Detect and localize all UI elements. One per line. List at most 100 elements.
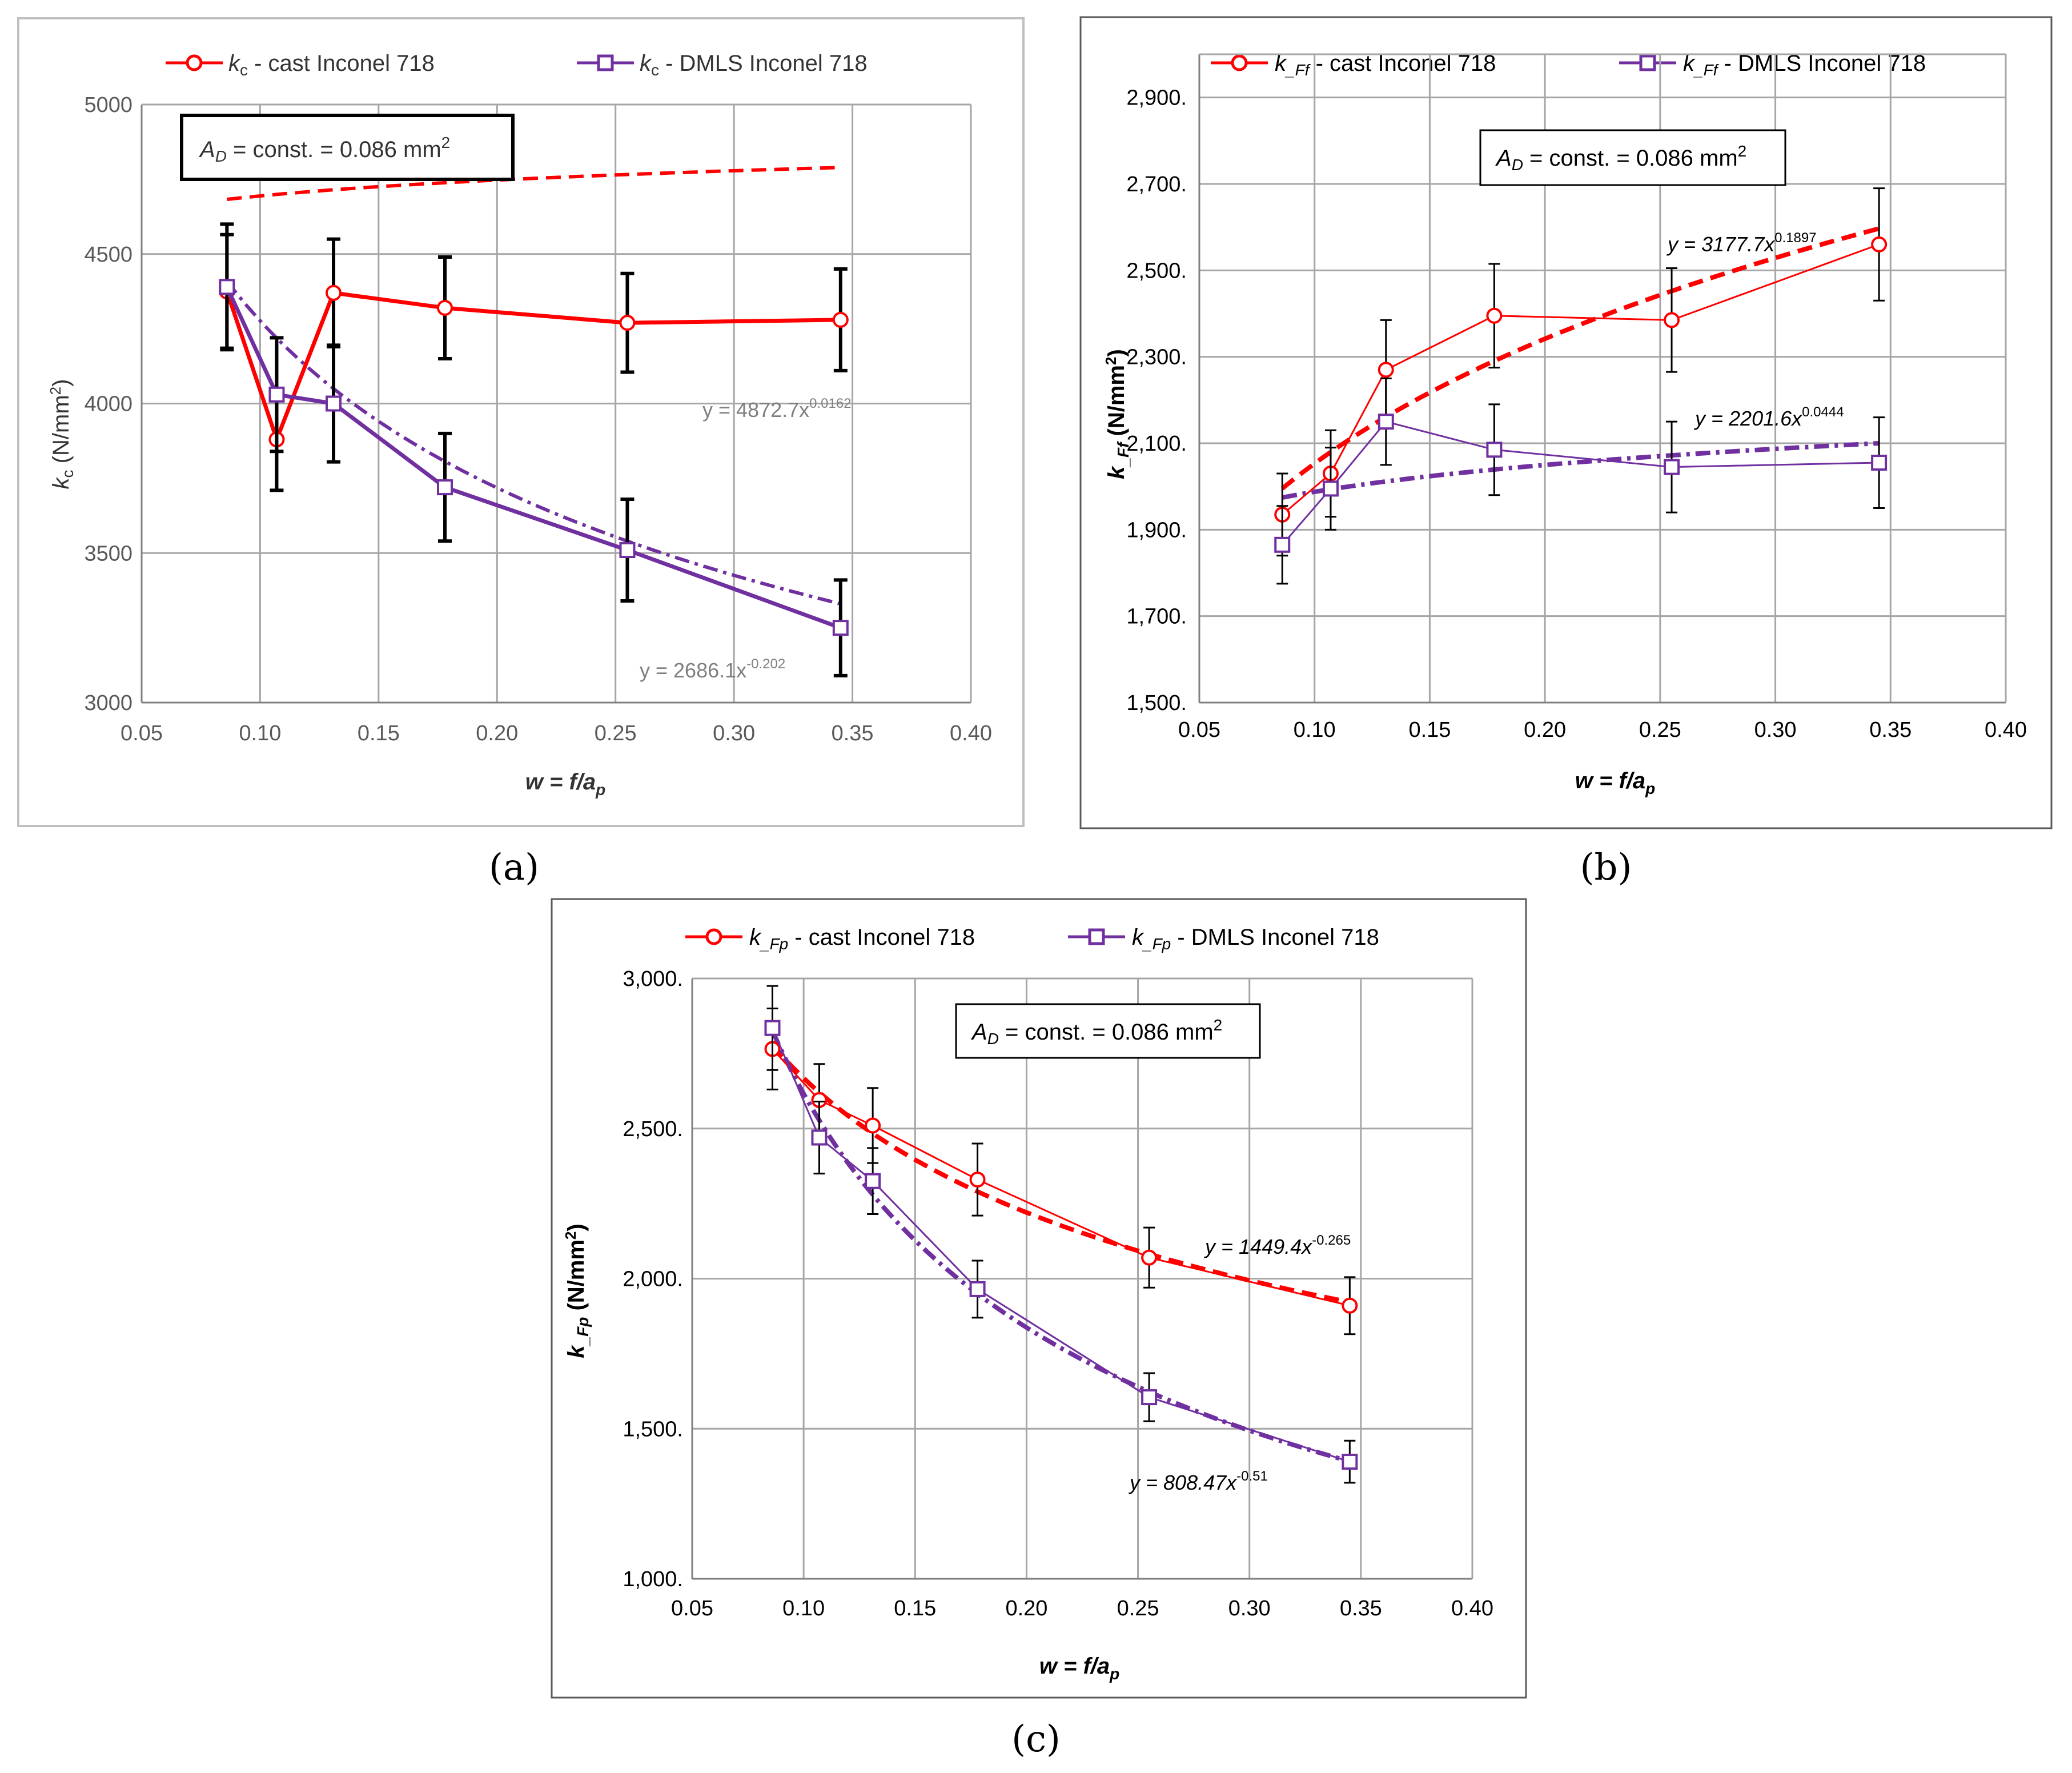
x-tick-label: 0.20 (476, 721, 518, 745)
point-dmls (1664, 459, 1680, 475)
x-tick-label: 0.10 (1294, 718, 1336, 742)
point-dmls (219, 279, 235, 295)
x-tick-label: 0.30 (1228, 1596, 1271, 1620)
y-tick-label: 1,700. (1126, 605, 1187, 629)
x-tick-label: 0.40 (1985, 718, 2027, 742)
caption-b: (b) (1580, 847, 1632, 889)
ad-label: AD = const. = 0.086 mm2 (1495, 142, 1746, 174)
x-tick-label: 0.05 (121, 721, 163, 745)
point-cast (619, 315, 636, 331)
y-tick-label: 1,000. (623, 1567, 683, 1591)
fit-cast-equation: y = 4872.7x0.0162 (702, 396, 852, 422)
legend-cast-marker (1231, 54, 1248, 71)
point-cast (1141, 1249, 1158, 1266)
ad-label: AD = const. = 0.086 mm2 (971, 1016, 1222, 1048)
x-tick-label: 0.10 (782, 1596, 825, 1620)
point-cast (832, 311, 849, 328)
point-cast (969, 1172, 986, 1188)
fit-curve-dmls (1282, 441, 1880, 500)
y-tick-label: 2,500. (1126, 259, 1187, 283)
x-tick-label: 0.10 (239, 721, 281, 745)
legend-cast-marker (186, 54, 203, 71)
y-tick-label: 2,500. (623, 1117, 683, 1141)
x-tick-label: 0.35 (1340, 1596, 1382, 1620)
panel-c: k_Fp - cast Inconel 718 k_Fp - DMLS Inco… (551, 898, 1527, 1699)
x-tick-label: 0.40 (1451, 1596, 1493, 1620)
x-tick-label: 0.20 (1005, 1596, 1047, 1620)
point-dmls (1141, 1389, 1158, 1406)
point-dmls (1378, 414, 1394, 430)
point-dmls (1342, 1454, 1358, 1470)
y-tick-label: 3000 (84, 691, 132, 715)
panel-a: kc - cast Inconel 718 kc - DMLS Inconel … (17, 17, 1025, 827)
series-line-cast (772, 1048, 1350, 1307)
x-tick-label: 0.35 (1869, 718, 1912, 742)
panel-a-plot: 0.05 0.10 0.15 0.20 0.25 0.30 0.35 0.40 3000 3500… (84, 93, 992, 745)
legend-dmls-marker (1639, 54, 1656, 71)
series-line-cast (224, 290, 841, 446)
panel-b-ad-box: AD = const. = 0.086 mm2 (1479, 129, 1786, 186)
y-tick-label: 4500 (84, 243, 132, 267)
ad-label: AD = const. = 0.086 mm2 (199, 134, 450, 165)
y-tick-label: 1,900. (1126, 518, 1187, 542)
point-dmls (1322, 480, 1339, 497)
x-tick-label: 0.05 (1178, 718, 1220, 742)
fit-curve-dmls (770, 1030, 1351, 1464)
legend-dmls-label: k_Fp - DMLS Inconel 718 (1132, 925, 1379, 953)
x-tick-label: 0.30 (1754, 718, 1797, 742)
y-tick-label: 3500 (84, 541, 132, 565)
x-axis-label: w = f/ap (1039, 1654, 1120, 1683)
caption-a: (a) (489, 847, 539, 889)
y-tick-label: 1,500. (1126, 691, 1187, 715)
y-axis-label: k_Ff (N/mm2) (1102, 349, 1132, 479)
y-tick-label: 2,900. (1126, 86, 1187, 110)
fit-cast-equation: y = 1449.4x-0.265 (1203, 1233, 1351, 1258)
y-tick-label: 3,000. (623, 967, 683, 991)
y-axis-label: kc (N/mm2) (47, 379, 77, 490)
series-line-dmls (772, 1028, 1350, 1463)
fit-dmls-equation: y = 2686.1x-0.202 (640, 656, 785, 682)
series-line-dmls (225, 286, 841, 630)
point-dmls (326, 395, 342, 412)
x-tick-label: 0.15 (1408, 718, 1451, 742)
legend-cast-label: k_Fp - cast Inconel 718 (749, 925, 975, 953)
panel-c-ad-box: AD = const. = 0.086 mm2 (955, 1003, 1261, 1059)
y-tick-label: 5000 (84, 93, 132, 117)
panel-c-plot: 0.05 0.10 0.15 0.20 0.25 0.30 0.35 0.40 1,000. 1,… (623, 967, 1493, 1620)
caption-c: (c) (1011, 1718, 1061, 1760)
fit-curve-dmls (225, 280, 841, 606)
point-dmls (764, 1020, 781, 1036)
point-cast (1871, 236, 1888, 252)
legend-cast-label: kc - cast Inconel 718 (228, 51, 435, 79)
y-axis-label: k_Fp (N/mm2) (562, 1224, 592, 1358)
point-dmls (865, 1173, 881, 1189)
legend-dmls-marker (597, 54, 614, 71)
y-tick-label: 2,300. (1126, 346, 1187, 370)
series-line-cast (1282, 243, 1880, 516)
point-cast (1664, 312, 1680, 328)
legend-dmls-label: kc - DMLS Inconel 718 (640, 51, 868, 79)
point-dmls (1274, 536, 1291, 553)
fit-curve-cast (226, 166, 841, 201)
point-cast (1486, 307, 1503, 324)
x-tick-label: 0.35 (832, 721, 874, 745)
point-cast (865, 1117, 881, 1134)
legend-cast-marker (705, 928, 722, 945)
x-axis-label: w = f/ap (525, 769, 606, 799)
series-line-dmls (1282, 420, 1880, 545)
x-tick-label: 0.15 (358, 721, 400, 745)
panel-a-ad-box: AD = const. = 0.086 mm2 (180, 114, 515, 181)
y-tick-label: 2,700. (1126, 173, 1187, 196)
point-cast (326, 284, 342, 301)
panel-a-legend: kc - cast Inconel 718 kc - DMLS Inconel … (166, 51, 868, 79)
x-tick-label: 0.40 (950, 721, 992, 745)
fit-dmls-equation: y = 808.47x-0.51 (1128, 1469, 1268, 1494)
point-dmls (268, 386, 285, 403)
point-dmls (437, 479, 453, 496)
point-cast (1378, 362, 1394, 378)
y-tick-label: 1,500. (623, 1417, 683, 1441)
y-tick-label: 4000 (84, 392, 132, 416)
y-tick-label: 2,100. (1126, 432, 1187, 456)
panel-a-frame (17, 17, 1025, 827)
